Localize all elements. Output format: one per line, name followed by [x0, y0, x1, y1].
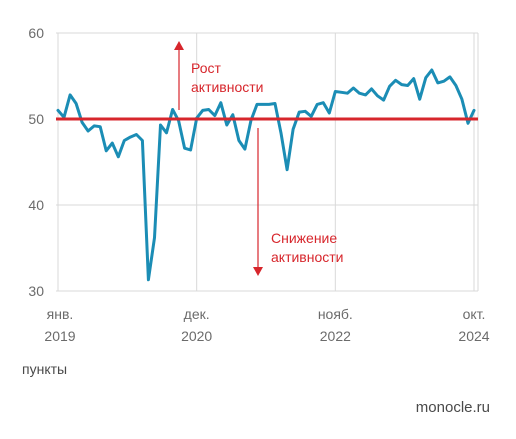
annotation-up-line1: Рост	[191, 60, 222, 76]
y-tick-label: 40	[28, 197, 44, 213]
annotation-up-line2: активности	[191, 79, 264, 95]
unit-label: пункты	[22, 361, 68, 377]
x-tick-label: дек.	[184, 306, 210, 322]
annotation-down-line2: активности	[271, 249, 344, 265]
arrow-up-head	[174, 41, 184, 50]
annotations: Рост активности Снижение активности	[174, 41, 344, 276]
brand-label: monocle.ru	[415, 399, 490, 416]
grid	[56, 32, 479, 292]
x-tick-label: 2024	[458, 328, 489, 344]
x-tick-label: 2022	[320, 328, 351, 344]
x-axis-ticks: янв. 2019 дек. 2020 нояб. 2022 окт. 2024	[44, 306, 489, 344]
x-tick-label: окт.	[463, 306, 486, 322]
x-tick-label: янв.	[47, 306, 74, 322]
arrow-down-head	[253, 267, 263, 276]
x-tick-label: нояб.	[318, 306, 353, 322]
y-axis-ticks: 30 40 50 60	[28, 25, 44, 299]
y-tick-label: 60	[28, 25, 44, 41]
x-tick-label: 2020	[181, 328, 212, 344]
series-line	[56, 68, 476, 282]
y-tick-label: 50	[28, 111, 44, 127]
x-tick-label: 2019	[44, 328, 75, 344]
y-tick-label: 30	[28, 283, 44, 299]
annotation-down-line1: Снижение	[271, 230, 337, 246]
